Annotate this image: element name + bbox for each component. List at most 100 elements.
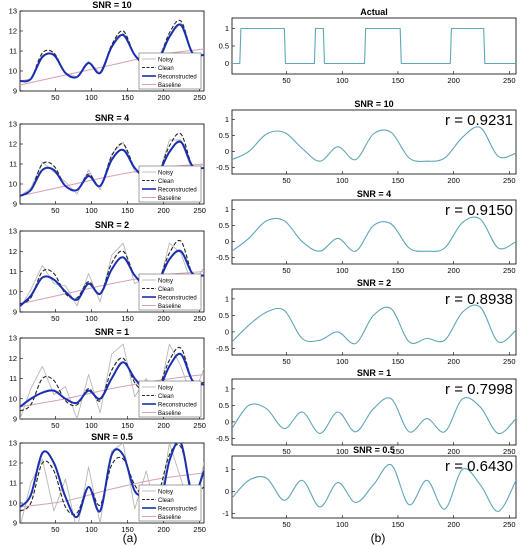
y-tick-label-8-0: -0.5 — [216, 344, 229, 353]
x-tick-label-6-2: 150 — [392, 176, 405, 185]
x-tick-label-0-2: 150 — [121, 93, 134, 102]
chart-6: SNR = 10 50 100 150 200 250 -0.5 0 0.5 1 r = 0.923… — [216, 99, 517, 185]
y-tick-label-6-2: 0.5 — [219, 131, 229, 140]
plot-area-8 — [231, 288, 517, 356]
y-tick-label-3-0: 9 — [13, 415, 17, 424]
series-line-reconstructed-8 — [232, 304, 516, 345]
series-line-noisy-4 — [20, 443, 204, 523]
y-tick-label-2-3: 12 — [9, 247, 17, 256]
chart-title-5: Actual — [360, 7, 388, 17]
legend-1: Noisy Clean Reconstructed Baseline — [138, 165, 202, 203]
x-tick-label-10-0: 50 — [282, 520, 290, 529]
series-line-reconstructed-10 — [232, 463, 516, 512]
series-line-actual-5 — [232, 27, 516, 65]
y-tick-label-2-1: 10 — [9, 287, 17, 296]
y-tick-label-0-4: 13 — [9, 7, 17, 16]
x-tick-label-0-1: 100 — [85, 93, 98, 102]
x-tick-label-9-4: 250 — [503, 447, 516, 456]
chart-0: SNR = 10 50 100 150 200 250 9 10 11 12 13 Noisy Clea… — [9, 0, 206, 102]
x-tick-label-6-3: 200 — [447, 176, 460, 185]
plot-area-5 — [231, 17, 517, 75]
legend-label-baseline-3: Baseline — [158, 411, 182, 417]
legend-label-baseline-1: Baseline — [158, 196, 182, 202]
y-tick-label-4-1: 10 — [9, 499, 17, 508]
x-tick-label-3-0: 50 — [51, 421, 59, 430]
y-tick-label-2-0: 9 — [13, 308, 17, 317]
y-tick-label-3-1: 10 — [9, 394, 17, 403]
chart-1: SNR = 4 50 100 150 200 250 9 10 11 12 13 Noisy Clean… — [9, 113, 206, 215]
chart-3: SNR = 1 50 100 150 200 250 9 10 11 12 13 Noisy Clean… — [9, 327, 206, 430]
legend-label-reconstructed-4: Reconstructed — [158, 506, 197, 512]
y-tick-label-1-4: 13 — [9, 120, 17, 129]
legend-label-clean-0: Clean — [158, 66, 174, 72]
x-tick-label-8-4: 250 — [503, 357, 516, 366]
series-line-baseline-4 — [20, 472, 204, 508]
x-tick-label-1-1: 100 — [85, 206, 98, 215]
chart-7: SNR = 4 50 100 150 200 250 -0.5 0 0.5 1 r = 0.9150 — [216, 189, 517, 275]
chart-title-4: SNR = 0.5 — [91, 432, 133, 442]
y-tick-label-0-3: 12 — [9, 27, 17, 36]
x-tick-label-7-1: 100 — [336, 266, 349, 275]
x-tick-label-3-2: 150 — [121, 421, 134, 430]
y-tick-label-4-4: 13 — [9, 439, 17, 448]
legend-2: Noisy Clean Reconstructed Baseline — [138, 273, 202, 311]
legend-label-noisy-3: Noisy — [158, 385, 173, 391]
x-tick-label-5-3: 200 — [447, 76, 460, 85]
x-tick-label-3-4: 250 — [193, 421, 206, 430]
series-line-noisy-3 — [20, 343, 204, 419]
chart-title-7: SNR = 4 — [357, 189, 391, 199]
legend-label-clean-4: Clean — [158, 498, 174, 504]
panel-label-b: (b) — [371, 531, 386, 545]
x-tick-label-4-2: 150 — [121, 525, 134, 534]
x-tick-label-4-4: 250 — [193, 525, 206, 534]
legend-label-noisy-2: Noisy — [158, 278, 173, 284]
x-tick-label-0-4: 250 — [193, 93, 206, 102]
y-tick-label-6-3: 1 — [225, 115, 229, 124]
chart-title-10: SNR = 0.5 — [353, 445, 395, 455]
correlation-label-9: r = 0.7998 — [445, 381, 513, 398]
x-tick-label-10-1: 100 — [336, 520, 349, 529]
y-tick-label-3-4: 13 — [9, 334, 17, 343]
x-tick-label-9-3: 200 — [447, 447, 460, 456]
x-tick-label-2-1: 100 — [85, 314, 98, 323]
legend-0: Noisy Clean Reconstructed Baseline — [138, 52, 202, 90]
x-tick-label-5-1: 100 — [336, 76, 349, 85]
chart-title-6: SNR = 10 — [354, 99, 393, 109]
chart-9: SNR = 1 50 100 150 200 250 -0.5 0 0.5 1 r = 0.7998 — [216, 368, 517, 456]
legend-label-baseline-4: Baseline — [158, 515, 182, 521]
y-tick-label-9-2: 0.5 — [219, 401, 229, 410]
legend-label-baseline-0: Baseline — [158, 83, 182, 89]
x-tick-label-5-2: 150 — [392, 76, 405, 85]
x-tick-label-5-4: 250 — [503, 76, 516, 85]
series-line-reconstructed-9 — [232, 396, 516, 435]
plot-area-10 — [231, 455, 517, 519]
plot-area-7 — [231, 199, 517, 265]
y-tick-label-7-0: -0.5 — [216, 253, 229, 262]
y-tick-label-8-3: 1 — [225, 294, 229, 303]
series-line-clean-1 — [20, 132, 204, 197]
y-tick-label-1-0: 9 — [13, 200, 17, 209]
correlation-label-8: r = 0.8938 — [445, 291, 513, 308]
y-tick-label-10-2: 1 — [225, 465, 229, 474]
legend-label-reconstructed-1: Reconstructed — [158, 187, 197, 193]
y-tick-label-5-1: 0.5 — [219, 42, 229, 51]
x-tick-label-2-3: 200 — [157, 314, 170, 323]
series-line-reconstructed-7 — [232, 216, 516, 253]
x-tick-label-7-4: 250 — [503, 266, 516, 275]
plot-area-9 — [231, 378, 517, 446]
x-tick-label-8-3: 200 — [447, 357, 460, 366]
y-tick-label-6-1: 0 — [225, 147, 229, 156]
y-tick-label-5-0: 0 — [225, 59, 229, 68]
series-line-baseline-3 — [20, 373, 204, 408]
y-tick-label-7-3: 1 — [225, 205, 229, 214]
chart-8: SNR = 2 50 100 150 200 250 -0.5 0 0.5 1 r = 0.8938 — [216, 278, 517, 366]
legend-label-noisy-4: Noisy — [158, 489, 173, 495]
x-tick-label-0-3: 200 — [157, 93, 170, 102]
y-tick-label-1-3: 12 — [9, 140, 17, 149]
y-tick-label-9-1: 0 — [225, 417, 229, 426]
y-tick-label-9-3: 1 — [225, 384, 229, 393]
x-tick-label-10-4: 250 — [503, 520, 516, 529]
y-tick-label-0-0: 9 — [13, 87, 17, 96]
y-tick-label-2-4: 13 — [9, 227, 17, 236]
